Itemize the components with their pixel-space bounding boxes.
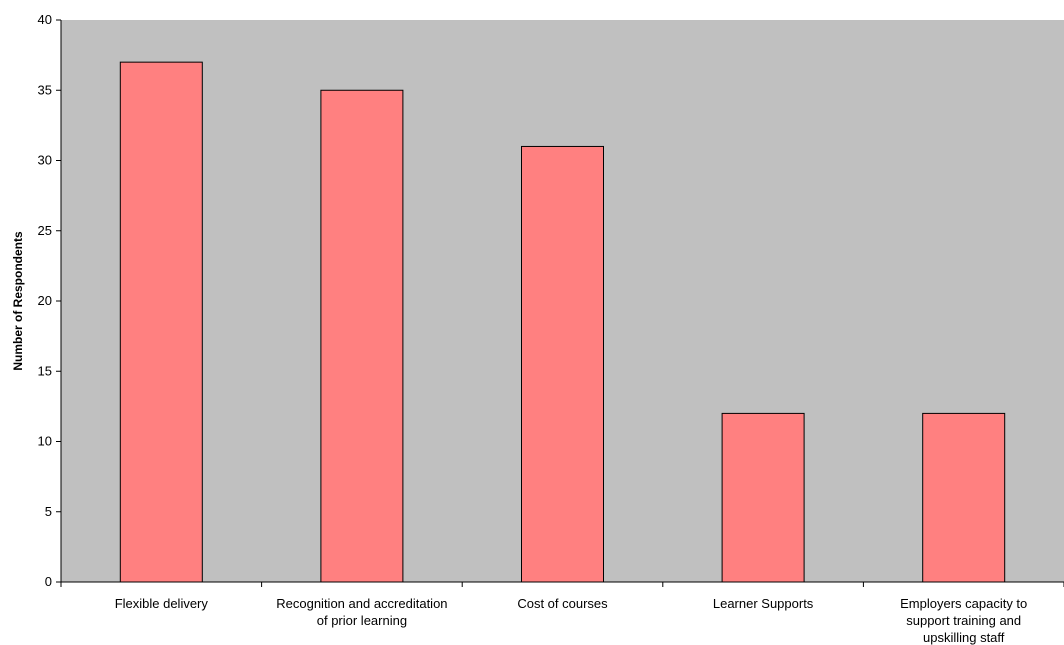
y-ticks-group: 0 5 10 15 20 25 30 35 40 [38,12,61,589]
x-category-label: Learner Supports [713,596,814,611]
y-tick-label: 40 [38,12,52,27]
bar [320,89,404,583]
y-tick-label: 35 [38,82,52,97]
bar [119,61,203,583]
x-category-label-line: Recognition and accreditation [276,596,447,611]
y-axis-title: Number of Respondents [11,231,25,371]
bar [922,412,1006,583]
y-tick-label: 30 [38,153,52,168]
x-category-label-line: Employers capacity to [900,596,1027,611]
x-category-label: Employers capacity to support training an… [900,596,1027,645]
y-tick-label: 15 [38,363,52,378]
x-category-label-line: support training and [906,613,1021,628]
y-tick-label: 5 [45,504,52,519]
x-category-label: Cost of courses [517,596,608,611]
x-category-label-line: upskilling staff [923,630,1005,645]
x-category-label-line: Cost of courses [517,596,608,611]
bar [521,145,604,583]
bars-group [119,61,1006,583]
x-category-label-line: Flexible delivery [115,596,209,611]
x-category-label: Recognition and accreditation of prior le… [276,596,447,628]
category-labels-group: Flexible delivery Recognition and accredi… [115,596,1028,645]
x-ticks-group [60,582,1064,587]
x-category-label-line: of prior learning [317,613,407,628]
y-tick-label: 20 [38,293,52,308]
y-tick-label: 10 [38,434,52,449]
y-tick-label: 25 [38,223,52,238]
bar [721,412,805,583]
x-category-label-line: Learner Supports [713,596,814,611]
y-tick-label: 0 [45,574,52,589]
x-category-label: Flexible delivery [115,596,209,611]
